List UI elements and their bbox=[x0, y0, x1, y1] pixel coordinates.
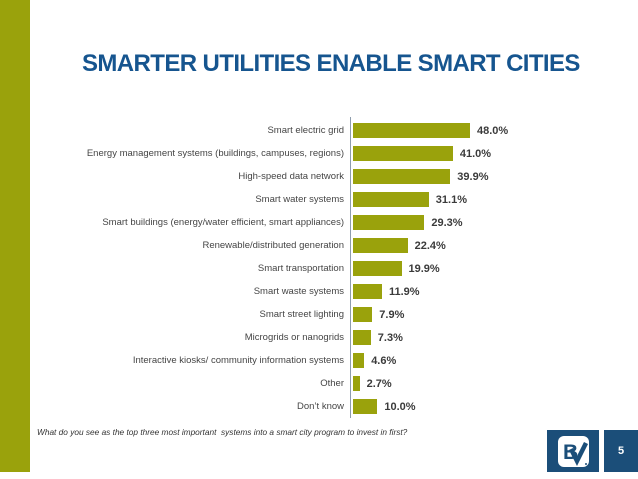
value-label: 11.9% bbox=[389, 285, 420, 298]
bar-chart: Smart electric grid 48.0% Energy managemen… bbox=[35, 119, 605, 418]
chart-row: Smart street lighting 7.9% bbox=[35, 303, 605, 326]
bar bbox=[353, 399, 378, 414]
bar bbox=[353, 353, 365, 368]
bar bbox=[353, 307, 373, 322]
category-label: Energy management systems (buildings, ca… bbox=[86, 148, 344, 159]
bv-logo: B bbox=[547, 430, 599, 472]
bar bbox=[353, 330, 371, 345]
chart-row: Microgrids or nanogrids 7.3% bbox=[35, 326, 605, 349]
value-label: 19.9% bbox=[408, 262, 440, 275]
bar bbox=[353, 123, 470, 138]
footer-question: What do you see as the top three most im… bbox=[37, 427, 408, 437]
category-label: Smart street lighting bbox=[259, 309, 344, 320]
slide-title: SMARTER UTILITIES ENABLE SMART CITIES bbox=[82, 50, 580, 77]
value-label: 7.3% bbox=[377, 331, 403, 344]
chart-row: Don’t know 10.0% bbox=[35, 395, 605, 418]
page-number: 5 bbox=[617, 445, 625, 457]
bar bbox=[353, 146, 453, 161]
category-label: Interactive kiosks/ community informatio… bbox=[132, 355, 344, 366]
chart-row: Energy management systems (buildings, ca… bbox=[35, 142, 605, 165]
category-label: Don’t know bbox=[297, 401, 344, 412]
bar bbox=[353, 261, 402, 276]
value-label: 22.4% bbox=[414, 239, 446, 252]
bar bbox=[353, 284, 382, 299]
chart-axis-line bbox=[350, 117, 351, 418]
chart-row: Renewable/distributed generation 22.4% bbox=[35, 234, 605, 257]
bv-monogram-icon: B bbox=[563, 441, 588, 466]
category-label: Smart water systems bbox=[255, 194, 344, 205]
value-label: 7.9% bbox=[379, 308, 405, 321]
bar bbox=[353, 376, 360, 391]
category-label: Smart electric grid bbox=[267, 125, 344, 136]
chart-row: Smart waste systems 11.9% bbox=[35, 280, 605, 303]
category-label: Smart buildings (energy/water efficient,… bbox=[102, 217, 344, 228]
bar bbox=[353, 169, 451, 184]
value-label: 10.0% bbox=[384, 400, 416, 413]
value-label: 2.7% bbox=[366, 377, 392, 390]
bar bbox=[353, 238, 408, 253]
page-number-badge: 5 bbox=[604, 430, 638, 472]
chart-row: Smart transportation 19.9% bbox=[35, 257, 605, 280]
value-label: 48.0% bbox=[477, 124, 509, 137]
value-label: 31.1% bbox=[435, 193, 467, 206]
chart-row: Interactive kiosks/ community informatio… bbox=[35, 349, 605, 372]
chart-row: High-speed data network 39.9% bbox=[35, 165, 605, 188]
value-label: 41.0% bbox=[459, 147, 492, 160]
chart-row: Smart buildings (energy/water efficient,… bbox=[35, 211, 605, 234]
value-label: 39.9% bbox=[457, 170, 489, 183]
bv-logo-icon: B bbox=[557, 435, 589, 467]
category-label: High-speed data network bbox=[238, 171, 344, 182]
bar bbox=[353, 192, 429, 207]
chart-row: Smart electric grid 48.0% bbox=[35, 119, 605, 142]
category-label: Other bbox=[320, 378, 344, 389]
chart-row: Smart water systems 31.1% bbox=[35, 188, 605, 211]
category-label: Smart waste systems bbox=[253, 286, 344, 297]
category-label: Smart transportation bbox=[257, 263, 344, 274]
bar bbox=[353, 215, 425, 230]
left-accent-strip bbox=[0, 0, 30, 472]
chart-row: Other 2.7% bbox=[35, 372, 605, 395]
category-label: Renewable/distributed generation bbox=[202, 240, 344, 251]
value-label: 4.6% bbox=[371, 354, 397, 367]
value-label: 29.3% bbox=[431, 216, 463, 229]
category-label: Microgrids or nanogrids bbox=[244, 332, 344, 343]
